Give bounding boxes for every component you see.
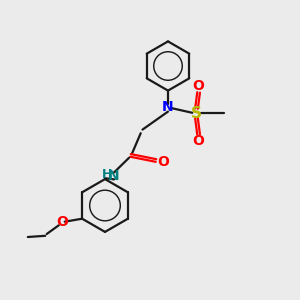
Text: O: O — [193, 134, 205, 148]
Text: S: S — [191, 106, 202, 121]
Text: O: O — [157, 155, 169, 169]
Text: N: N — [162, 100, 174, 114]
Text: H: H — [102, 168, 112, 182]
Text: O: O — [193, 79, 205, 93]
Text: O: O — [56, 215, 68, 229]
Text: N: N — [108, 169, 120, 182]
